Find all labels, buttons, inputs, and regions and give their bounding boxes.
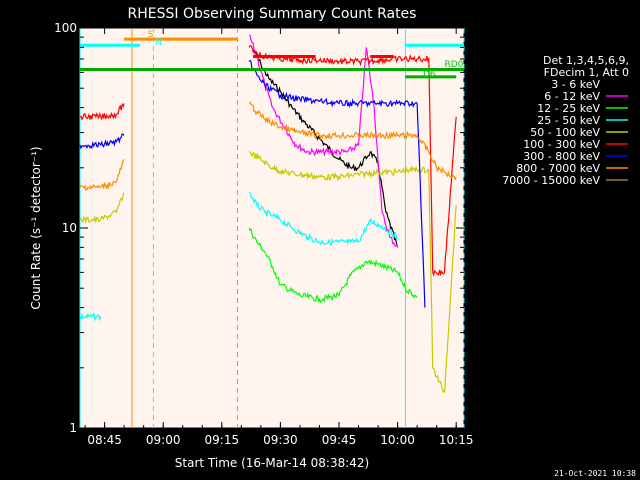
plot-area [79,27,465,429]
series-1 [248,34,399,248]
state-bars [80,37,464,79]
x-axis-label: Start Time (16-Mar-14 08:38:42) [175,456,369,470]
legend-entry: 25 - 50 keV [537,114,600,127]
legend-entry: 800 - 7000 keV [516,162,600,175]
footer-timestamp: 21-Oct-2021 10:38 [554,469,636,478]
legend-header-line: Det 1,3,4,5,6,9, [543,54,629,67]
series-4 [79,151,457,394]
series-line [248,59,426,308]
y-tick-label: 1 [69,421,77,435]
series-line [249,151,457,394]
axes: 08:45 09:00 09:15 09:30 09:45 10:00 10:15 1 10 10… [54,21,473,447]
legend-entry: 300 - 800 keV [523,150,600,163]
annotation-3: D6 [423,70,436,80]
series-3 [79,192,399,322]
series-line [79,133,125,150]
legend-entry: 6 - 12 keV [544,90,600,103]
legend: Det 1,3,4,5,6,9,FDecim 1, Att 03 - 6 keV… [502,54,629,187]
legend-entry: 50 - 100 keV [530,126,600,139]
series-line [79,102,125,121]
x-tick-label: 09:45 [322,433,357,447]
legend-entry: 3 - 6 keV [551,78,600,91]
series-line [248,45,457,277]
series-line [248,101,457,181]
annotation-0: S [148,30,154,40]
x-tick-label: 10:15 [439,433,474,447]
legend-entry: 100 - 300 keV [523,138,600,151]
x-tick-label: 09:30 [263,433,298,447]
series-2 [248,227,418,304]
legend-entry: 12 - 25 keV [537,102,600,115]
legend-header-line: FDecim 1, Att 0 [544,66,629,79]
annotations: SN RD0 D6 [148,30,464,80]
legend-entry: 7000 - 15000 keV [502,174,600,187]
annotation-2: RD0 [444,60,463,70]
x-tick-label: 09:00 [146,433,181,447]
series-7 [79,101,457,191]
series-line [248,227,418,304]
series-line [252,49,399,248]
y-axis-label: Count Rate (s⁻¹ detector⁻¹) [29,146,43,309]
x-tick-label: 09:15 [205,433,240,447]
x-tick-label: 10:00 [380,433,415,447]
chart-title: RHESSI Observing Summary Count Rates [128,6,417,22]
x-tick-label: 08:45 [87,433,122,447]
series-line [79,312,102,322]
y-tick-label: 10 [62,221,77,235]
series-layer [79,34,457,394]
annotation-1: N [155,38,162,48]
y-tick-label: 100 [54,21,77,35]
series-5 [79,45,457,277]
series-line [249,192,399,247]
series-0 [252,49,399,248]
series-line [79,192,125,224]
series-line [79,159,125,191]
series-line [248,34,399,248]
series-6 [79,59,426,308]
